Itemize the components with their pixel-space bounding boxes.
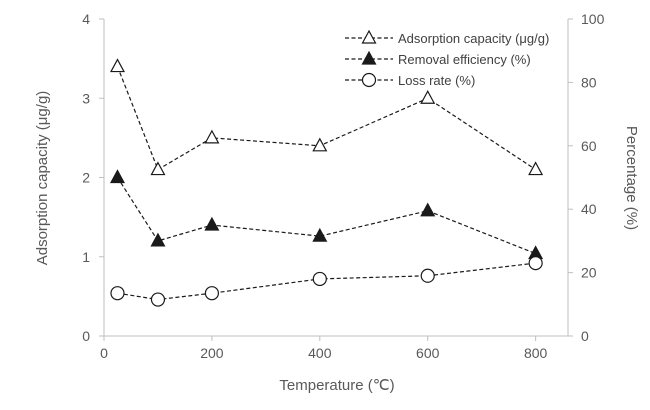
series-2	[109, 169, 544, 260]
legend-label: Adsorption capacity (μg/g)	[398, 31, 549, 46]
y-axis-left-title: Adsorption capacity (μg/g)	[34, 91, 51, 266]
y-left-tick-label: 4	[82, 11, 90, 27]
x-tick-label: 400	[308, 345, 332, 361]
y-right-tick-label: 60	[581, 138, 597, 154]
data-point	[312, 227, 328, 242]
data-point	[420, 202, 436, 217]
data-point	[109, 169, 125, 184]
data-point	[528, 255, 543, 271]
x-tick-label: 200	[200, 345, 224, 361]
y-right-tick-label: 40	[581, 201, 597, 217]
y-axis-right-title: Percentage (%)	[623, 126, 640, 230]
data-point	[150, 232, 166, 247]
legend-entry-3: Loss rate (%)	[345, 72, 475, 88]
data-point	[528, 161, 544, 176]
data-point	[204, 129, 220, 144]
data-point	[312, 271, 327, 287]
x-tick-label: 600	[416, 345, 440, 361]
data-point	[109, 58, 125, 73]
legend-entry-1: Adsorption capacity (μg/g)	[345, 29, 549, 46]
data-point	[150, 292, 166, 307]
y-right-tick-label: 80	[581, 74, 597, 90]
series-3-line	[117, 262, 536, 301]
data-point	[420, 89, 436, 104]
y-left-tick-label: 3	[82, 90, 90, 106]
data-point	[204, 286, 220, 301]
data-point	[204, 216, 220, 231]
x-tick-label: 0	[100, 345, 108, 361]
legend-marker	[361, 50, 377, 65]
series-layer	[109, 58, 544, 307]
series-1-line	[116, 66, 536, 171]
data-point	[420, 268, 435, 283]
legend-label: Loss rate (%)	[398, 73, 475, 88]
y-left-tick-label: 1	[82, 249, 90, 265]
y-left-tick-label: 0	[82, 328, 90, 344]
y-right-tick-label: 20	[581, 265, 597, 281]
legend-marker	[361, 29, 377, 44]
y-right-tick-label: 0	[581, 328, 589, 344]
legend-marker	[361, 72, 377, 88]
legend: Adsorption capacity (μg/g) Removal effici…	[345, 29, 549, 88]
data-point	[110, 286, 125, 301]
series-1	[109, 58, 544, 176]
x-tick-label: 800	[524, 345, 548, 361]
x-axis-title: Temperature (℃)	[279, 377, 394, 394]
legend-label: Removal efficiency (%)	[398, 52, 531, 67]
legend-entry-2: Removal efficiency (%)	[345, 50, 531, 67]
series-2-line	[116, 177, 536, 255]
data-point	[312, 137, 328, 152]
series-3	[110, 255, 543, 307]
y-right-tick-label: 100	[581, 11, 605, 27]
y-left-tick-label: 2	[82, 170, 90, 186]
data-point	[150, 161, 166, 176]
